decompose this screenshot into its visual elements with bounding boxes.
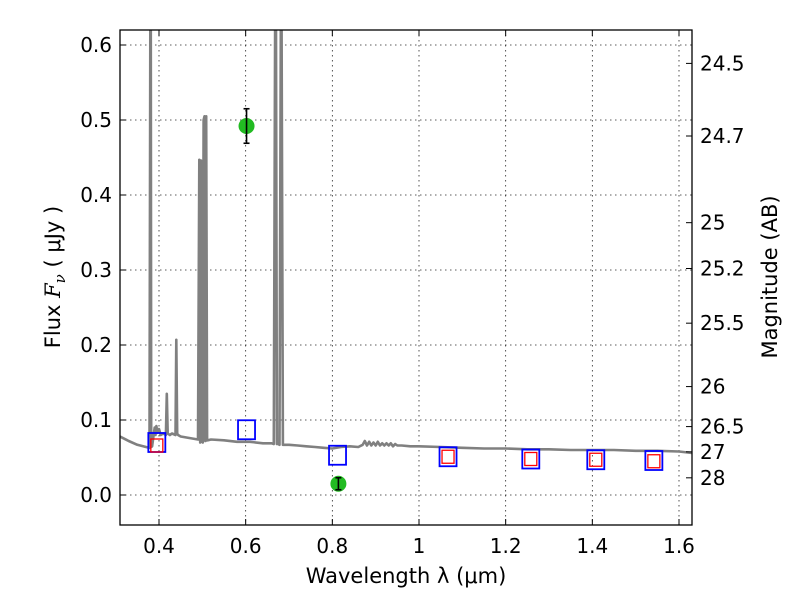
y-axis-label: Flux Fν ( μJy ) <box>41 206 69 348</box>
mag-tick-label: 26.5 <box>700 415 745 439</box>
mag-tick-label: 28 <box>700 466 725 490</box>
axis-ticks: 0.4 0.6 0.8 1 1.2 1.4 1.6 0.0 0.1 0.2 0.3 0.4 0.5 0.6… <box>80 30 745 558</box>
mag-tick-label: 24.5 <box>700 51 745 75</box>
plot-frame <box>119 29 693 526</box>
y-tick-label: 0.0 <box>80 483 112 507</box>
y-tick-label: 0.2 <box>80 333 112 357</box>
x-tick-label: 1.6 <box>663 534 695 558</box>
y-axis-label-subscript: ν <box>51 274 69 283</box>
y-tick-label: 0.3 <box>80 258 112 282</box>
y-tick-label: 0.6 <box>80 33 112 57</box>
grid-lines <box>120 30 692 525</box>
y-tick-label: 0.5 <box>80 108 112 132</box>
model-flux-marker <box>647 454 661 469</box>
x-tick-label: 1.2 <box>490 534 522 558</box>
model-flux-marker <box>589 452 603 467</box>
mag-tick-label: 27 <box>700 440 725 464</box>
mag-tick-label: 26 <box>700 375 725 399</box>
mag-tick-label: 25.2 <box>700 256 745 280</box>
model-flux-marker <box>524 451 538 467</box>
mag-tick-label: 24.7 <box>700 124 745 148</box>
observed-flux-marker <box>328 444 347 466</box>
x-axis-label: Wavelength λ (μm) <box>306 564 507 588</box>
model-flux-marker <box>441 449 455 464</box>
observed-flux-marker <box>644 450 664 471</box>
y-tick-label: 0.4 <box>80 183 112 207</box>
y-axis-label-variable: F <box>41 282 65 299</box>
y-axis-label-prefix: Flux <box>41 298 65 348</box>
x-tick-label: 0.4 <box>143 534 175 558</box>
plot-series <box>120 30 692 492</box>
x-tick-label: 0.8 <box>316 534 348 558</box>
observed-flux-marker <box>586 449 606 471</box>
observed-flux-marker <box>438 446 458 468</box>
mag-tick-label: 25.5 <box>700 311 745 335</box>
x-tick-label: 0.6 <box>230 534 262 558</box>
x-tick-label: 1 <box>413 534 426 558</box>
y-axis-label-suffix: ( μJy ) <box>41 206 65 274</box>
y2-axis-label: Magnitude (AB) <box>758 195 782 358</box>
observed-flux-marker <box>521 448 541 470</box>
x-tick-label: 1.4 <box>576 534 608 558</box>
mag-tick-label: 25 <box>700 211 725 235</box>
y-tick-label: 0.1 <box>80 408 112 432</box>
observed-flux-marker <box>237 419 256 441</box>
model-flux-marker <box>150 438 164 453</box>
